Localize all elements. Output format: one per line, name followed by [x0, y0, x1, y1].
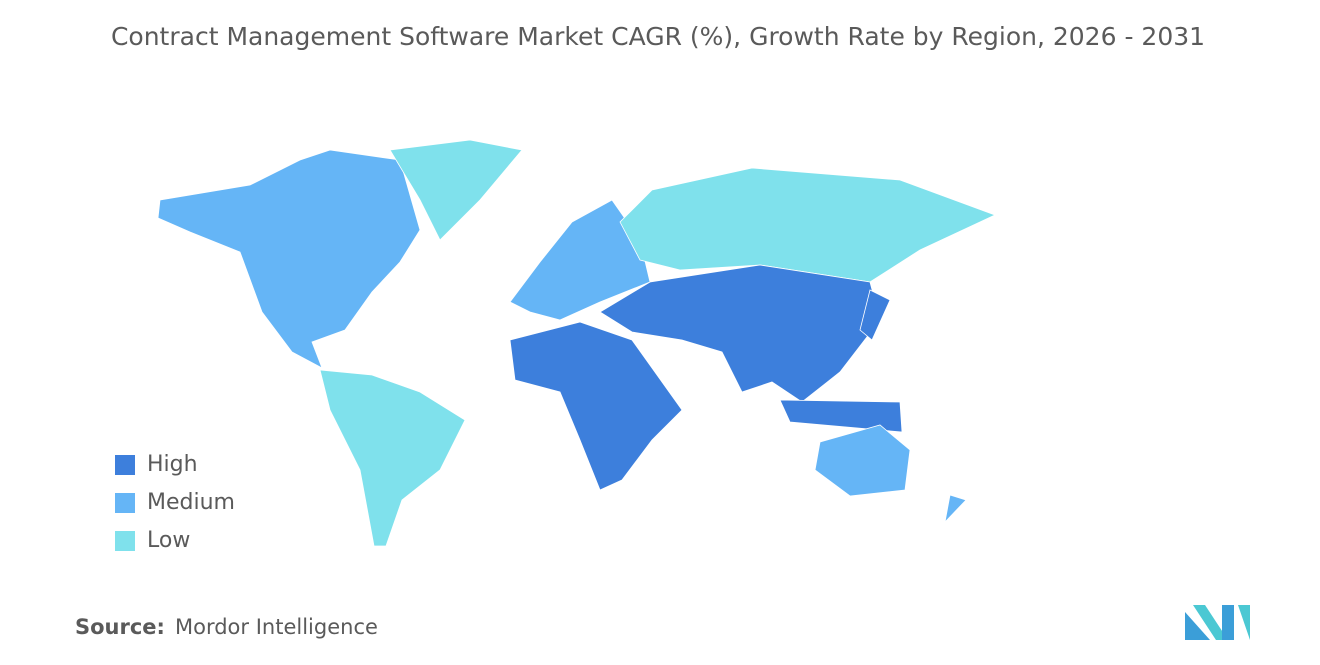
source-label: Source:: [75, 615, 165, 639]
legend-label: High: [147, 452, 198, 477]
region: [319, 369, 466, 547]
region: [619, 167, 997, 283]
region: [779, 399, 903, 433]
logo-part: [1238, 605, 1250, 640]
logo-part: [1222, 605, 1234, 640]
legend-swatch: [115, 493, 135, 513]
region: [599, 264, 881, 403]
legend-swatch: [115, 455, 135, 475]
legend: High Medium Low: [115, 452, 235, 553]
region: [814, 424, 911, 497]
region: [389, 139, 523, 241]
region: [944, 494, 967, 524]
title: Contract Management Software Market CAGR…: [111, 22, 1205, 51]
region: [859, 289, 891, 341]
logo: [1185, 605, 1250, 640]
source-text: Mordor Intelligence: [175, 615, 378, 639]
world-map: [157, 139, 997, 547]
region: [509, 321, 683, 491]
legend-label: Medium: [147, 490, 235, 515]
logo-part: [1185, 612, 1210, 640]
region: [157, 149, 421, 369]
legend-label: Low: [147, 528, 190, 553]
logo-part: [1193, 605, 1228, 640]
legend-swatch: [115, 531, 135, 551]
